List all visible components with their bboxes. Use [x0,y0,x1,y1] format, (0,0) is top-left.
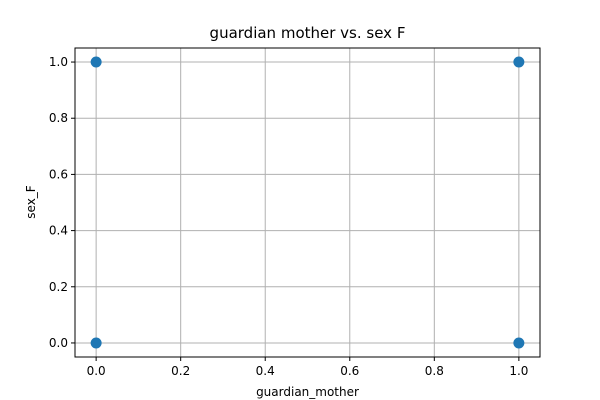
x-tick-label: 0.2 [171,364,190,378]
y-tick-label: 0.8 [49,111,68,125]
data-point [90,56,102,68]
y-tick-label: 0.0 [49,336,68,350]
x-axis-ticks: 0.0 0.2 0.4 0.6 0.8 1.0 [87,357,528,378]
y-axis-label: sex_F [24,185,38,219]
y-axis-ticks: 0.0 0.2 0.4 0.6 0.8 1.0 [49,55,75,350]
chart-title: guardian mother vs. sex F [210,24,406,42]
x-tick-label: 0.8 [425,364,444,378]
x-tick-label: 0.0 [87,364,106,378]
y-tick-label: 1.0 [49,55,68,69]
x-tick-label: 1.0 [509,364,528,378]
data-point [90,337,102,349]
data-point [513,56,525,68]
x-axis-label: guardian_mother [256,385,359,399]
grid [75,48,540,357]
data-point [513,337,525,349]
y-tick-label: 0.2 [49,280,68,294]
y-tick-label: 0.6 [49,167,68,181]
x-tick-label: 0.4 [256,364,275,378]
data-points [90,56,525,349]
plot-area-frame [74,47,541,358]
y-tick-label: 0.4 [49,224,68,238]
x-tick-label: 0.6 [340,364,359,378]
